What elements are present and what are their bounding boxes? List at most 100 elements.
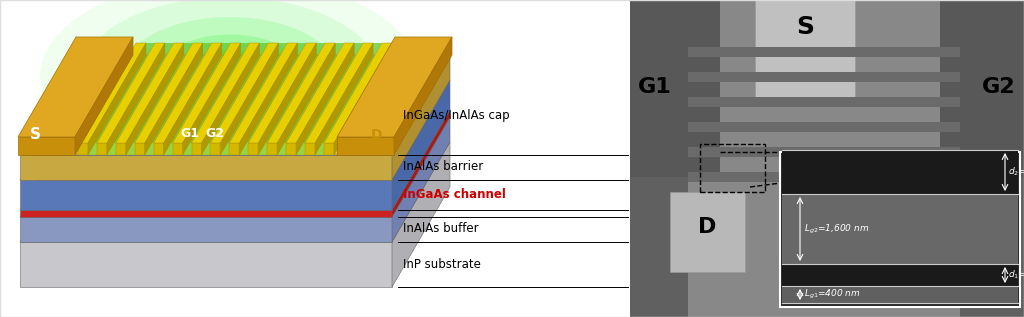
Text: D: D (371, 128, 382, 142)
Polygon shape (106, 43, 174, 143)
Polygon shape (392, 117, 450, 242)
Polygon shape (164, 43, 221, 155)
Polygon shape (688, 122, 961, 132)
Polygon shape (202, 143, 211, 155)
Polygon shape (20, 110, 450, 210)
Polygon shape (20, 217, 392, 242)
Text: InAlAs buffer: InAlAs buffer (403, 223, 478, 236)
Polygon shape (202, 43, 259, 155)
Polygon shape (782, 150, 1018, 194)
Text: S: S (796, 15, 814, 39)
Polygon shape (324, 43, 392, 143)
Polygon shape (240, 43, 306, 143)
Text: $d_1$=500 nm: $d_1$=500 nm (1008, 269, 1024, 281)
Polygon shape (755, 0, 855, 100)
Ellipse shape (155, 35, 305, 120)
Text: G1: G1 (638, 77, 672, 97)
Polygon shape (324, 143, 334, 155)
Polygon shape (220, 143, 229, 155)
Polygon shape (20, 242, 392, 287)
Polygon shape (688, 172, 961, 182)
Polygon shape (20, 117, 450, 217)
Polygon shape (18, 37, 133, 137)
Polygon shape (392, 80, 450, 210)
Polygon shape (182, 43, 241, 155)
Polygon shape (135, 143, 144, 155)
Polygon shape (144, 143, 154, 155)
Text: D: D (697, 217, 716, 237)
Polygon shape (154, 43, 221, 143)
Polygon shape (296, 43, 354, 155)
Ellipse shape (80, 0, 380, 157)
Polygon shape (286, 143, 296, 155)
Polygon shape (182, 43, 250, 143)
Polygon shape (126, 43, 184, 155)
Polygon shape (337, 37, 452, 137)
Polygon shape (202, 43, 268, 143)
Polygon shape (688, 147, 961, 157)
Polygon shape (116, 143, 126, 155)
Polygon shape (78, 143, 88, 155)
Polygon shape (782, 194, 1018, 264)
Polygon shape (20, 180, 392, 210)
Polygon shape (248, 43, 316, 143)
Polygon shape (392, 55, 450, 180)
Polygon shape (780, 152, 1020, 307)
Polygon shape (20, 210, 392, 217)
Polygon shape (782, 264, 1018, 286)
Text: InP substrate: InP substrate (403, 258, 481, 271)
Text: G2: G2 (206, 127, 224, 140)
Polygon shape (75, 37, 133, 155)
Polygon shape (688, 72, 961, 82)
Ellipse shape (185, 49, 275, 105)
Polygon shape (211, 43, 279, 143)
Polygon shape (248, 143, 258, 155)
Polygon shape (258, 143, 267, 155)
Polygon shape (688, 47, 961, 57)
Polygon shape (191, 143, 202, 155)
Text: InAlAs barrier: InAlAs barrier (403, 160, 483, 173)
Polygon shape (688, 97, 961, 107)
Polygon shape (392, 110, 450, 217)
Polygon shape (144, 43, 212, 143)
Polygon shape (211, 143, 220, 155)
Polygon shape (670, 192, 745, 272)
Polygon shape (394, 37, 452, 155)
Polygon shape (305, 143, 315, 155)
Polygon shape (88, 43, 155, 143)
Text: $d_2$=1,000 nm: $d_2$=1,000 nm (1008, 166, 1024, 178)
Polygon shape (173, 143, 182, 155)
Polygon shape (286, 43, 354, 143)
Polygon shape (182, 143, 191, 155)
Polygon shape (97, 143, 106, 155)
Polygon shape (135, 43, 203, 143)
Polygon shape (278, 43, 344, 143)
Text: S: S (30, 127, 41, 142)
Polygon shape (240, 143, 248, 155)
Text: InGaAs channel: InGaAs channel (403, 189, 506, 202)
Polygon shape (278, 43, 335, 155)
Polygon shape (18, 137, 75, 155)
Text: G2: G2 (982, 77, 1016, 97)
Polygon shape (88, 43, 146, 155)
Polygon shape (220, 43, 279, 155)
Polygon shape (630, 0, 720, 177)
Polygon shape (20, 155, 392, 180)
Polygon shape (173, 43, 241, 143)
Polygon shape (229, 143, 240, 155)
Ellipse shape (120, 17, 340, 137)
Polygon shape (392, 142, 450, 287)
Polygon shape (961, 0, 1024, 317)
Polygon shape (315, 43, 373, 155)
Polygon shape (20, 142, 450, 242)
Text: G1: G1 (180, 127, 200, 140)
Ellipse shape (40, 0, 420, 177)
Text: $L_{g1}$=400 nm: $L_{g1}$=400 nm (804, 288, 861, 301)
Polygon shape (164, 43, 230, 143)
Ellipse shape (215, 77, 245, 97)
Polygon shape (296, 43, 364, 143)
Polygon shape (106, 143, 116, 155)
Polygon shape (106, 43, 165, 155)
Polygon shape (116, 43, 184, 143)
Polygon shape (267, 43, 335, 143)
